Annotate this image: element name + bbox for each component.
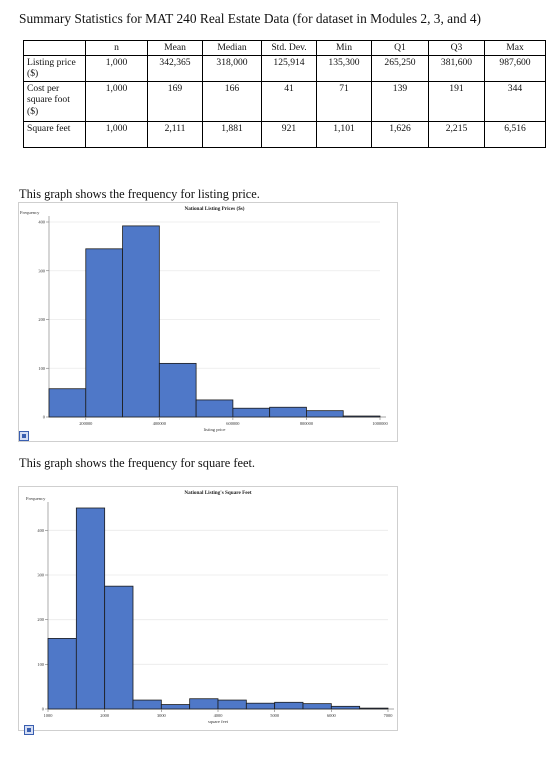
listing-price-caption: This graph shows the frequency for listi… [19,187,260,201]
histogram-bar [160,704,191,710]
histogram-bar [48,388,87,418]
square-feet-histogram: National Listing's Square Feet Frequency 0… [18,486,398,731]
y-tick-label: 200 [37,617,44,622]
histogram-bar [132,699,162,710]
histogram-bar [274,701,304,710]
table-header: Min [316,40,372,56]
square-feet-chart-svg: National Listing's Square Feet Frequency 0… [18,486,398,731]
row-label: Square feet [23,120,86,148]
x-tick-label: 600000 [226,421,240,426]
x-tick-label: 7000 [384,713,394,718]
page-title: Summary Statistics for MAT 240 Real Esta… [19,11,482,26]
histogram-bar [122,225,160,418]
y-tick-label: 200 [38,317,45,322]
histogram-bar [47,638,77,710]
histogram-bar [232,407,271,418]
table-cell: 139 [371,80,429,122]
x-axis-label: square feet [208,719,229,724]
histogram-bar [306,410,344,418]
histogram-bar [269,406,307,418]
x-tick-label: 5000 [270,713,280,718]
histogram-bar [158,362,197,418]
table-header: Q1 [371,40,429,56]
x-tick-label: 3000 [157,713,167,718]
table-cell: 135,300 [316,54,372,82]
table-header: Std. Dev. [261,40,317,56]
y-axis-label: Frequency [20,210,40,215]
table-cell: 6,516 [484,120,546,148]
histogram-bar [104,585,134,710]
table-cell: 318,000 [202,54,262,82]
table-cell: 987,600 [484,54,546,82]
table-header: n [85,40,148,56]
histogram-bar [342,415,381,418]
y-tick-label: 0 [42,707,45,712]
listing-price-histogram: National Listing Prices ($s) Frequency 0 10… [18,202,398,442]
table-cell: 125,914 [261,54,317,82]
y-tick-label: 400 [37,528,44,533]
x-tick-label: 1000 [44,713,54,718]
table-header-row: n Mean Median Std. Dev. Min Q1 Q3 Max [23,40,546,56]
x-tick-label: 1000000 [372,421,388,426]
table-header: Max [484,40,546,56]
table-cell: 166 [202,80,262,122]
y-tick-label: 300 [37,573,44,578]
y-axis-label: Frequency [26,496,46,501]
x-tick-label: 200000 [79,421,93,426]
table-cell: 1,000 [85,120,148,148]
y-tick-label: 100 [37,662,44,667]
histogram-bar [217,699,247,710]
x-tick-label: 400000 [153,421,167,426]
table-cell: 1,626 [371,120,429,148]
histogram-bar [85,248,123,418]
table-cell: 2,215 [428,120,485,148]
histogram-bar [189,698,219,710]
table-cell: 344 [484,80,546,122]
chart-title: National Listing's Square Feet [184,490,251,496]
square-feet-caption: This graph shows the frequency for squar… [19,456,256,470]
table-cell: 71 [316,80,372,122]
table-cell: 169 [147,80,203,122]
table-cell: 381,600 [428,54,485,82]
table-header: Median [202,40,262,56]
chart-title: National Listing Prices ($s) [184,205,244,212]
chart-options-icon[interactable] [24,725,34,735]
x-tick-label: 4000 [214,713,224,718]
histogram-bar [359,707,389,710]
table-header [23,40,86,56]
table-cell: 191 [428,80,485,122]
x-tick-label: 6000 [327,713,337,718]
listing-price-chart-svg: National Listing Prices ($s) Frequency 0 10… [18,202,398,442]
table-cell: 1,000 [85,80,148,122]
row-label: Listing price ($) [23,54,86,82]
table-cell: 41 [261,80,317,122]
table-header: Mean [147,40,203,56]
table-cell: 1,000 [85,54,148,82]
y-tick-label: 300 [38,268,45,273]
chart-options-icon[interactable] [19,431,29,441]
histogram-bar [330,705,361,710]
x-tick-label: 2000 [100,713,110,718]
table-row: Cost per square foot ($) 1,000 169 166 4… [23,80,546,122]
table-row: Square feet 1,000 2,111 1,881 921 1,101 … [23,120,546,148]
summary-statistics-table: n Mean Median Std. Dev. Min Q1 Q3 Max Li… [23,40,546,148]
y-tick-label: 100 [38,366,45,371]
x-tick-label: 800000 [300,421,314,426]
y-tick-label: 0 [43,415,46,420]
histogram-bar [245,702,276,710]
x-axis-label: listing price [204,427,226,432]
histogram-bar [75,507,106,710]
row-label: Cost per square foot ($) [23,80,86,122]
table-cell: 265,250 [371,54,429,82]
table-row: Listing price ($) 1,000 342,365 318,000 … [23,54,546,82]
table-cell: 1,881 [202,120,262,148]
table-cell: 342,365 [147,54,203,82]
y-tick-label: 400 [38,220,45,225]
histogram-bar [302,703,332,710]
table-cell: 2,111 [147,120,203,148]
table-header: Q3 [428,40,485,56]
table-cell: 1,101 [316,120,372,148]
histogram-bar [195,399,234,418]
table-cell: 921 [261,120,317,148]
